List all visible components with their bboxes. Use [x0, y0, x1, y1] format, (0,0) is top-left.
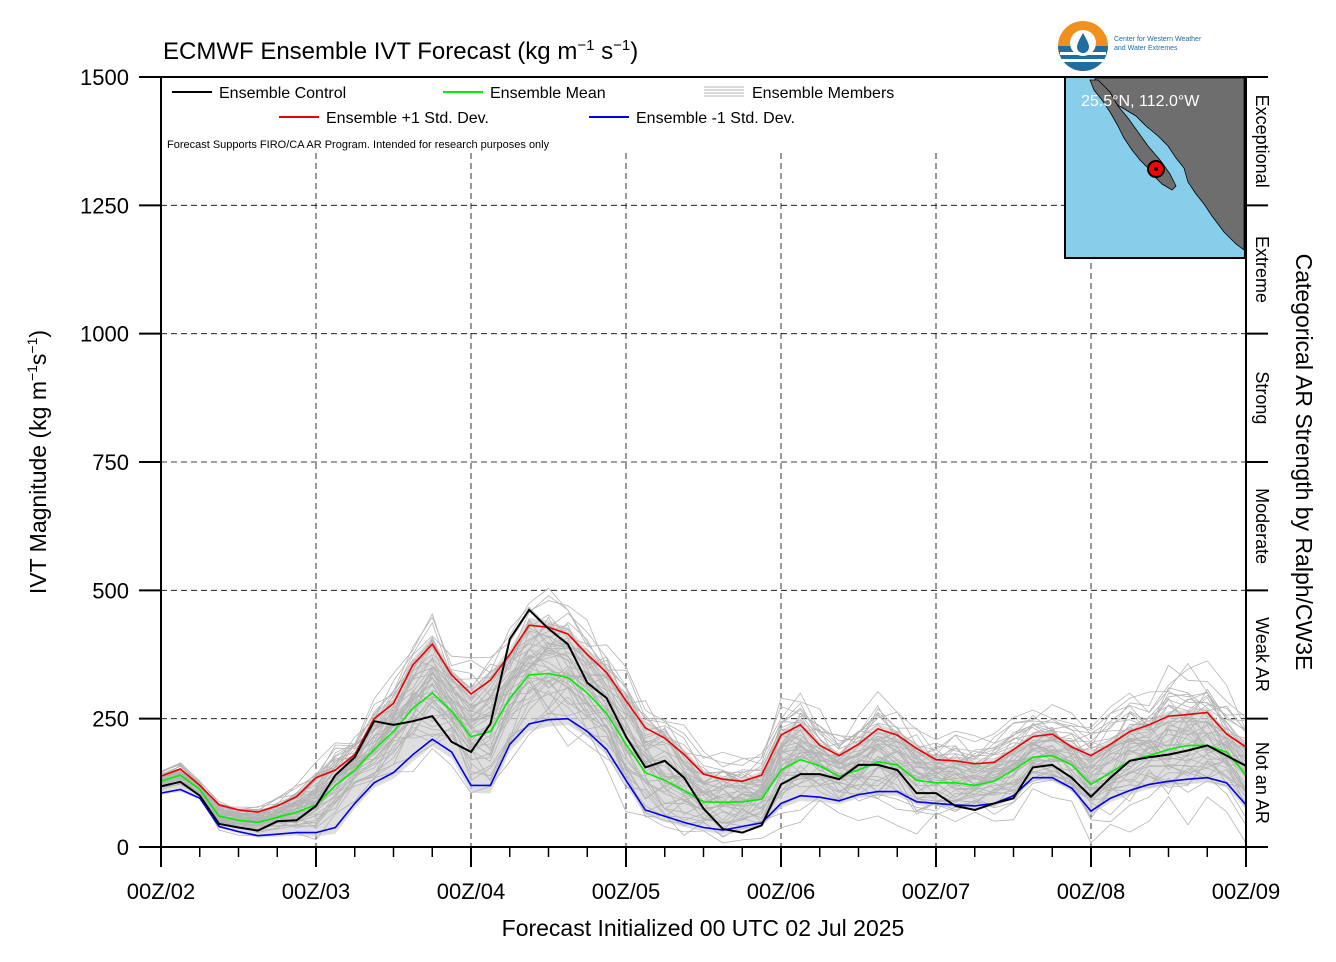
ensemble-member-line	[160, 708, 1247, 838]
legend: Ensemble Control Ensemble Mean Ensemble …	[167, 85, 894, 151]
research-note: Forecast Supports FIRO/CA AR Program. In…	[167, 139, 550, 151]
x-tick-label: 00Z/05	[592, 879, 661, 904]
chart-title: ECMWF Ensemble IVT Forecast (kg m−1 s−1)	[163, 37, 638, 65]
ensemble-member-line	[160, 606, 1247, 808]
ensemble-member-line	[160, 716, 1247, 844]
series-lines	[160, 608, 1247, 837]
x-tick-label: 00Z/02	[127, 879, 196, 904]
ensemble-member-line	[160, 708, 1247, 832]
category-label: Strong	[1252, 371, 1272, 424]
y-axis-label: IVT Magnitude (kg m−1s−1)	[24, 330, 51, 594]
category-label: Extreme	[1252, 236, 1272, 303]
y-tick-label: 750	[92, 450, 129, 475]
category-label: Not an AR	[1252, 742, 1272, 824]
cw3e-logo: Center for Western Weather and Water Ext…	[1058, 21, 1202, 71]
x-tick-label: 00Z/06	[747, 879, 816, 904]
legend-swatch-members	[704, 86, 744, 97]
legend-label-minus-std: Ensemble -1 Std. Dev.	[636, 110, 795, 127]
axes: 0 250 500 750 1000 1250 1500 00Z/02 00Z/03 00Z/04…	[80, 65, 1280, 904]
ensemble-member-line	[160, 594, 1247, 811]
logo-text-line2: and Water Extremes	[1114, 45, 1178, 52]
legend-label-plus-std: Ensemble +1 Std. Dev.	[326, 110, 489, 127]
control-line	[160, 608, 1247, 834]
x-axis-label: Forecast Initialized 00 UTC 02 Jul 2025	[502, 915, 905, 941]
water-drop-icon	[1077, 33, 1089, 53]
y-tick-label: 1000	[80, 322, 129, 347]
grid	[161, 153, 1246, 847]
x-tick-label: 00Z/07	[902, 879, 971, 904]
y-tick-label: 0	[117, 835, 129, 860]
legend-label-mean: Ensemble Mean	[490, 85, 606, 102]
category-label: Moderate	[1252, 488, 1272, 564]
category-label: Weak AR	[1252, 617, 1272, 692]
ensemble-member-line	[160, 618, 1247, 813]
ensemble-member-line	[160, 627, 1247, 813]
x-tick-label: 00Z/09	[1212, 879, 1281, 904]
y-tick-label: 1250	[80, 193, 129, 218]
legend-label-control: Ensemble Control	[219, 85, 346, 102]
legend-label-members: Ensemble Members	[752, 85, 894, 102]
map-location-label: 25.5°N, 112.0°W	[1081, 93, 1200, 110]
y-tick-label: 1500	[80, 65, 129, 90]
plus-std-line	[160, 624, 1247, 813]
x-tick-label: 00Z/04	[437, 879, 506, 904]
ensemble-member-line	[160, 587, 1247, 811]
mean-line	[160, 672, 1247, 824]
location-marker-dot	[1154, 167, 1158, 171]
y-tick-label: 250	[92, 707, 129, 732]
x-tick-label: 00Z/03	[282, 879, 351, 904]
x-tick-label: 00Z/08	[1057, 879, 1126, 904]
ensemble-member-line	[160, 600, 1247, 812]
minus-std-line	[160, 717, 1247, 837]
ensemble-member-line	[160, 647, 1247, 821]
category-label: Exceptional	[1252, 95, 1272, 188]
logo-text-line1: Center for Western Weather	[1114, 36, 1202, 43]
y-tick-label: 500	[92, 578, 129, 603]
inset-map: 25.5°N, 112.0°W	[1064, 76, 1246, 259]
ensemble-members	[160, 587, 1247, 844]
right-axis-label: Categorical AR Strength by Ralph/CW3E	[1291, 254, 1317, 671]
